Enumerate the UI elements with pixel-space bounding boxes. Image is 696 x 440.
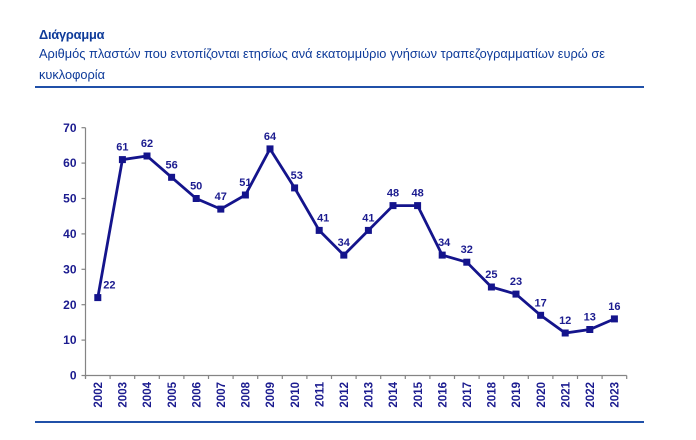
svg-text:40: 40 xyxy=(63,227,77,241)
svg-text:17: 17 xyxy=(534,297,546,309)
svg-text:32: 32 xyxy=(461,244,473,256)
svg-text:2021: 2021 xyxy=(560,381,572,407)
svg-text:16: 16 xyxy=(608,301,620,313)
svg-text:2009: 2009 xyxy=(265,382,277,408)
svg-text:2015: 2015 xyxy=(413,381,425,407)
svg-text:2013: 2013 xyxy=(364,382,376,408)
svg-text:2004: 2004 xyxy=(142,381,154,407)
svg-text:2011: 2011 xyxy=(314,381,326,407)
svg-text:2007: 2007 xyxy=(216,382,228,408)
svg-text:25: 25 xyxy=(485,269,497,281)
svg-text:47: 47 xyxy=(215,191,227,203)
svg-text:2017: 2017 xyxy=(462,382,474,408)
svg-text:12: 12 xyxy=(559,315,571,327)
svg-text:2008: 2008 xyxy=(241,381,253,407)
svg-text:2012: 2012 xyxy=(339,382,351,408)
svg-text:13: 13 xyxy=(584,312,596,324)
svg-text:50: 50 xyxy=(63,192,77,206)
svg-text:62: 62 xyxy=(141,138,153,150)
svg-text:41: 41 xyxy=(362,212,374,224)
svg-text:2020: 2020 xyxy=(536,382,548,408)
svg-text:56: 56 xyxy=(165,159,177,171)
svg-text:48: 48 xyxy=(387,188,399,200)
svg-text:2022: 2022 xyxy=(585,382,597,408)
svg-text:70: 70 xyxy=(63,121,77,135)
svg-text:2002: 2002 xyxy=(93,382,105,408)
svg-text:2019: 2019 xyxy=(511,382,523,408)
svg-text:34: 34 xyxy=(438,237,451,249)
svg-text:2023: 2023 xyxy=(610,382,622,408)
svg-text:61: 61 xyxy=(116,142,128,154)
svg-text:60: 60 xyxy=(63,156,77,170)
svg-text:2016: 2016 xyxy=(437,382,449,408)
svg-text:2006: 2006 xyxy=(191,382,203,408)
svg-text:22: 22 xyxy=(103,280,115,292)
svg-text:2010: 2010 xyxy=(290,382,302,408)
svg-text:50: 50 xyxy=(190,181,202,193)
svg-text:2014: 2014 xyxy=(388,381,400,407)
svg-text:41: 41 xyxy=(317,212,329,224)
svg-text:23: 23 xyxy=(510,276,522,288)
svg-text:2005: 2005 xyxy=(167,381,179,407)
svg-text:51: 51 xyxy=(239,177,251,189)
svg-text:64: 64 xyxy=(264,131,277,143)
svg-text:2003: 2003 xyxy=(118,382,130,408)
svg-text:20: 20 xyxy=(63,298,77,312)
svg-text:53: 53 xyxy=(291,170,303,182)
svg-text:10: 10 xyxy=(63,333,77,347)
svg-text:48: 48 xyxy=(411,188,423,200)
svg-text:34: 34 xyxy=(338,237,351,249)
svg-text:30: 30 xyxy=(63,262,77,276)
svg-text:0: 0 xyxy=(70,369,77,383)
svg-text:2018: 2018 xyxy=(487,381,499,407)
